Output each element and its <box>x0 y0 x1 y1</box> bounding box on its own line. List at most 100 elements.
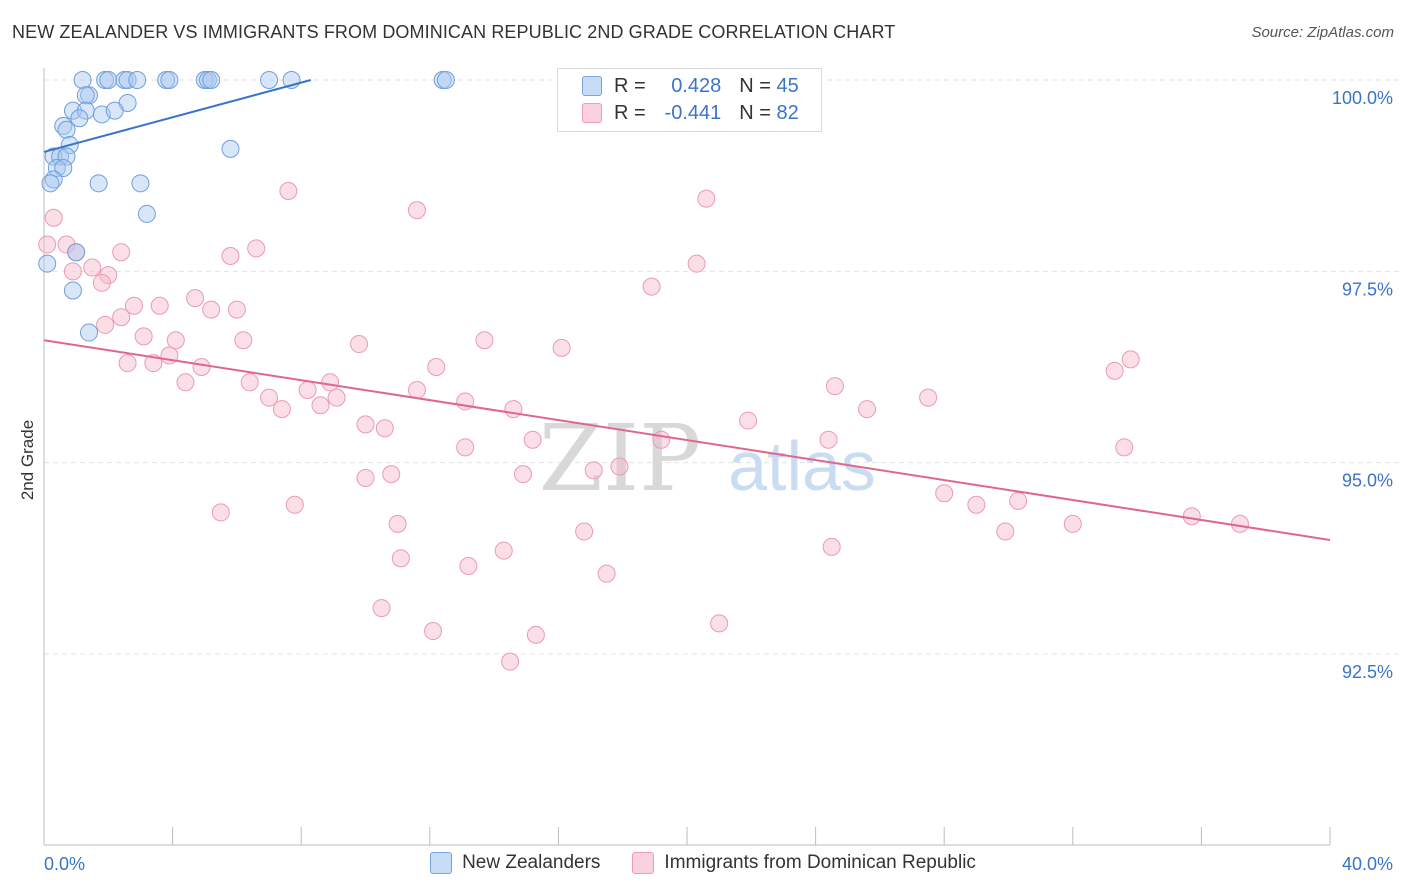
point-dominican <box>642 277 661 296</box>
point-new-zealanders <box>57 120 76 139</box>
trend-lines <box>43 79 1331 541</box>
point-dominican <box>44 208 63 227</box>
point-new-zealanders <box>202 71 221 89</box>
point-dominican <box>475 331 494 350</box>
legend-swatch-pink <box>582 103 602 123</box>
x-tick-label: 40.0% <box>1342 854 1393 874</box>
point-new-zealanders <box>41 174 60 193</box>
point-dominican <box>125 296 144 315</box>
point-dominican <box>202 300 221 319</box>
point-dominican <box>279 181 298 200</box>
legend-swatch-blue <box>582 76 602 96</box>
y-tick-label: 97.5% <box>1342 279 1393 299</box>
point-dominican <box>356 415 375 434</box>
point-new-zealanders <box>128 71 147 89</box>
point-dominican <box>652 430 671 449</box>
point-dominican <box>272 400 291 419</box>
point-dominican <box>375 419 394 438</box>
legend-row-blue: R = 0.428 N = 45 <box>582 73 799 99</box>
point-dominican <box>83 258 102 277</box>
point-dominican <box>424 622 443 641</box>
source-label: Source: ZipAtlas.com <box>1251 24 1394 41</box>
watermark: ZIP atlas <box>539 405 876 512</box>
point-dominican <box>597 564 616 583</box>
y-axis-label: 2nd Grade <box>18 419 37 501</box>
point-dominican <box>99 266 118 285</box>
point-dominican <box>1009 491 1028 510</box>
legend-item-dominican: Immigrants from Dominican Republic <box>632 852 976 874</box>
point-new-zealanders <box>76 86 95 105</box>
point-dominican <box>285 495 304 514</box>
y-tick-label: 92.5% <box>1342 662 1393 682</box>
x-tick-label: 0.0% <box>44 854 85 874</box>
grid-lines <box>44 79 1400 655</box>
point-dominican <box>1115 438 1134 457</box>
legend-n-label: N = <box>739 74 771 97</box>
point-dominican <box>134 327 153 346</box>
point-new-zealanders <box>73 71 92 89</box>
point-dominican <box>407 201 426 220</box>
point-dominican <box>456 438 475 457</box>
point-dominican <box>575 522 594 541</box>
point-dominican <box>1105 361 1124 380</box>
point-dominican <box>227 300 246 319</box>
point-dominican <box>150 296 169 315</box>
point-dominican <box>112 308 131 327</box>
point-new-zealanders <box>118 71 137 89</box>
trend-line-new-zealanders <box>43 79 312 153</box>
point-new-zealanders <box>54 159 73 178</box>
point-dominican <box>1121 350 1140 369</box>
point-dominican <box>118 354 137 373</box>
point-dominican <box>919 388 938 407</box>
point-new-zealanders <box>436 71 455 89</box>
point-dominican <box>552 338 571 357</box>
point-dominican <box>996 522 1015 541</box>
point-dominican <box>321 373 340 392</box>
point-dominican <box>523 430 542 449</box>
point-dominican <box>967 495 986 514</box>
legend-swatch-blue <box>430 852 453 874</box>
point-dominican <box>144 354 163 373</box>
point-dominican <box>350 335 369 354</box>
point-dominican <box>311 396 330 415</box>
point-dominican <box>687 254 706 273</box>
point-new-zealanders <box>89 174 108 193</box>
point-dominican <box>96 315 115 334</box>
point-new-zealanders <box>160 71 179 89</box>
point-dominican <box>372 599 391 618</box>
point-dominican <box>247 239 266 258</box>
point-dominican <box>459 556 478 575</box>
legend-r-label: R = <box>614 74 646 97</box>
point-dominican <box>388 514 407 533</box>
legend-r-value: -0.441 <box>664 101 722 124</box>
point-dominican <box>327 388 346 407</box>
point-dominican <box>494 541 513 560</box>
y-tick-label: 95.0% <box>1342 471 1393 491</box>
point-new-zealanders <box>260 71 279 89</box>
point-new-zealanders <box>67 243 86 262</box>
legend-n-value: 82 <box>776 101 799 124</box>
point-dominican <box>240 373 259 392</box>
point-dominican <box>38 235 57 254</box>
legend-row-pink: R = -0.441 N = 82 <box>582 100 799 126</box>
legend-n-label: N = <box>739 101 771 124</box>
point-new-zealanders <box>44 147 63 166</box>
point-new-zealanders <box>70 109 89 128</box>
point-dominican <box>514 465 533 484</box>
point-new-zealanders <box>221 139 240 158</box>
point-dominican <box>57 235 76 254</box>
series-legend: New Zealanders Immigrants from Dominican… <box>0 852 1406 874</box>
point-dominican <box>234 331 253 350</box>
trend-line-dominican <box>43 339 1331 541</box>
point-dominican <box>356 468 375 487</box>
point-new-zealanders <box>105 101 124 120</box>
stats-legend: R = 0.428 N = 45 R = -0.441 N = 82 <box>557 68 822 132</box>
point-dominican <box>211 503 230 522</box>
point-dominican <box>825 377 844 396</box>
legend-swatch-pink <box>632 852 655 874</box>
point-dominican <box>382 465 401 484</box>
point-dominican <box>176 373 195 392</box>
point-dominican <box>63 262 82 281</box>
point-dominican <box>610 457 629 476</box>
